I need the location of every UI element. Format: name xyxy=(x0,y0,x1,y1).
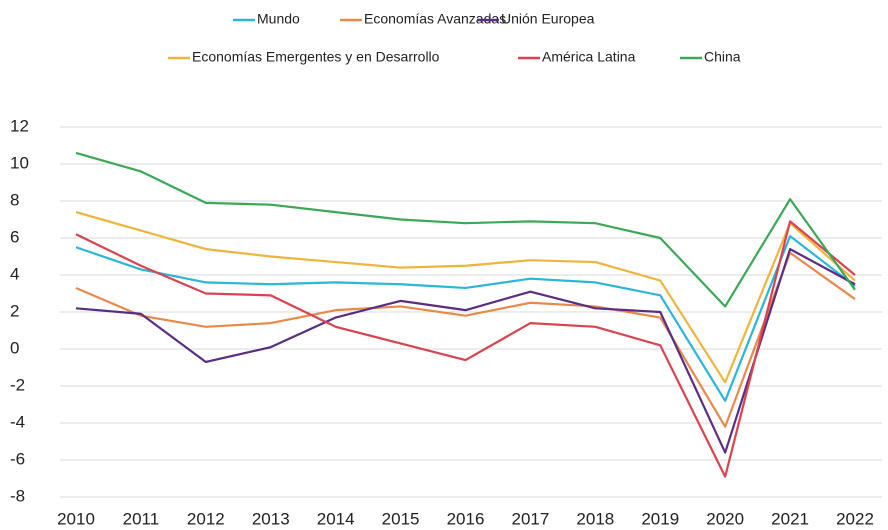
x-tick-label: 2020 xyxy=(706,509,744,528)
x-tick-label: 2016 xyxy=(447,509,485,528)
legend-label: América Latina xyxy=(542,49,636,65)
legend-label: Unión Europea xyxy=(501,11,595,27)
series-line xyxy=(75,151,856,308)
x-tick-label: 2022 xyxy=(836,509,874,528)
x-tick-label: 2014 xyxy=(317,509,355,528)
y-tick-label: 2 xyxy=(10,301,19,320)
y-tick-label: -6 xyxy=(10,449,25,468)
series-line xyxy=(75,248,856,454)
x-tick-label: 2018 xyxy=(576,509,614,528)
x-tick-label: 2012 xyxy=(187,509,225,528)
series-line xyxy=(75,235,856,402)
x-tick-label: 2013 xyxy=(252,509,290,528)
x-tick-label: 2015 xyxy=(382,509,420,528)
y-tick-label: 4 xyxy=(10,264,19,283)
y-tick-label: -8 xyxy=(10,486,25,505)
y-tick-label: -4 xyxy=(10,412,25,431)
y-tick-label: 6 xyxy=(10,227,19,246)
x-tick-label: 2010 xyxy=(57,509,95,528)
y-tick-label: 10 xyxy=(10,153,29,172)
legend-label: Mundo xyxy=(257,11,300,27)
y-tick-label: 8 xyxy=(10,190,19,209)
series-line xyxy=(75,251,856,428)
x-tick-label: 2011 xyxy=(123,509,160,528)
y-tick-label: -2 xyxy=(10,375,25,394)
y-tick-label: 0 xyxy=(10,338,19,357)
y-tick-label: 12 xyxy=(10,116,29,135)
legend-label: China xyxy=(704,49,741,65)
legend-label: Economías Avanzadas xyxy=(364,11,506,27)
series-line xyxy=(75,220,856,478)
x-tick-label: 2019 xyxy=(641,509,679,528)
x-tick-label: 2021 xyxy=(771,509,809,528)
series-line xyxy=(75,211,856,384)
x-tick-label: 2017 xyxy=(512,509,550,528)
legend-label: Economías Emergentes y en Desarrollo xyxy=(192,49,440,65)
